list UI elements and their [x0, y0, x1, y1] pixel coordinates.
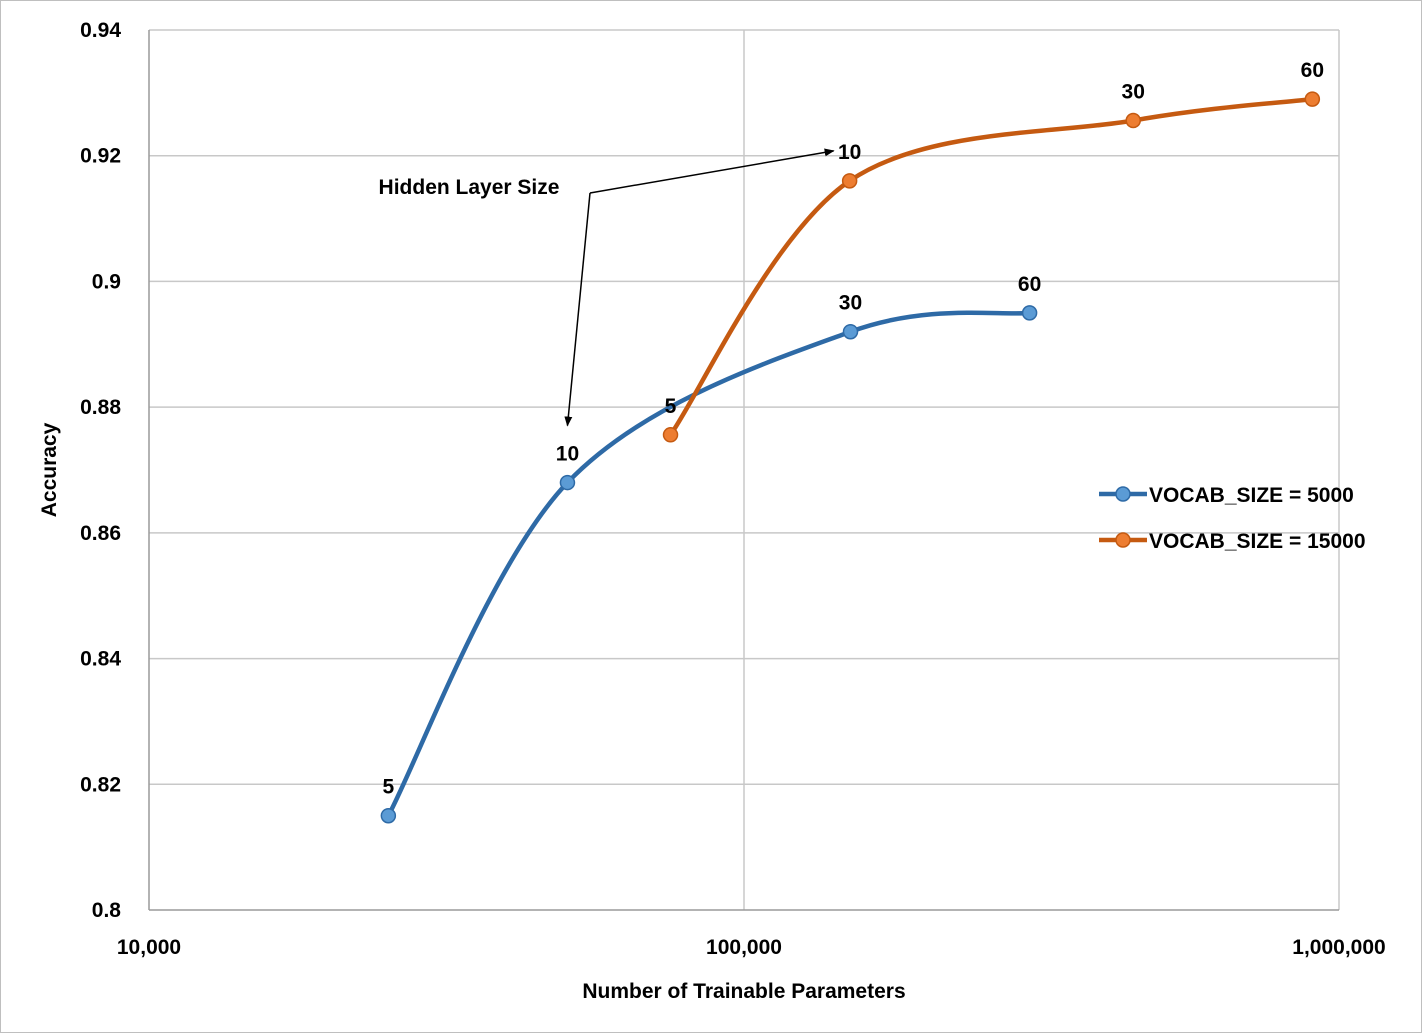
data-point: [662, 427, 679, 443]
data-point: [1125, 112, 1141, 129]
annotation-hidden-layer-size: Hidden Layer Size: [379, 176, 560, 199]
data-label: 60: [1301, 59, 1324, 82]
legend-marker: [1115, 486, 1131, 502]
data-label: 10: [838, 141, 861, 164]
x-tick-label: 10,000: [117, 936, 181, 959]
y-tick-label: 0.94: [80, 19, 121, 42]
data-label: 10: [556, 443, 579, 466]
x-tick-label: 1,000,000: [1292, 936, 1385, 959]
legend: VOCAB_SIZE = 5000 VOCAB_SIZE = 15000: [1099, 484, 1366, 553]
annotation-arrow: [564, 192, 591, 427]
data-label: 60: [1018, 273, 1041, 296]
y-tick-label: 0.92: [80, 145, 121, 168]
y-tick-label: 0.88: [80, 396, 121, 419]
data-point: [1304, 91, 1321, 107]
annotation-arrow: [589, 148, 835, 194]
data-label: 5: [383, 776, 395, 799]
y-tick-label: 0.84: [80, 648, 121, 671]
series: [380, 91, 1321, 824]
data-label: 5: [665, 395, 677, 418]
x-tick-label: 100,000: [706, 936, 782, 959]
y-tick-label: 0.8: [92, 899, 122, 922]
y-tick-label: 0.82: [80, 773, 121, 796]
data-point: [842, 323, 859, 340]
legend-label: VOCAB_SIZE = 15000: [1149, 530, 1366, 553]
series-line-1: [668, 96, 1315, 438]
y-tick-label: 0.9: [92, 270, 121, 293]
legend-marker: [1115, 532, 1131, 548]
legend-label: VOCAB_SIZE = 5000: [1149, 484, 1354, 507]
data-label: 30: [1122, 81, 1145, 104]
grid-lines: [149, 29, 1340, 910]
annotations: Hidden Layer Size: [379, 148, 835, 427]
data-point: [1021, 305, 1038, 321]
data-point: [380, 807, 397, 824]
data-point: [841, 173, 858, 189]
y-tick-label: 0.86: [80, 522, 121, 545]
series-line-0: [386, 310, 1032, 818]
data-point: [559, 474, 576, 491]
data-label: 30: [839, 292, 862, 315]
x-axis-title: Number of Trainable Parameters: [582, 980, 905, 1003]
axes: 0.8 0.82 0.84 0.86 0.88 0.9 0.92 0.94 10,000 100,…: [80, 19, 1386, 959]
point-labels: 5 10 30 60 5 10 30 60: [383, 59, 1325, 799]
y-axis-title: Accuracy: [38, 422, 61, 517]
